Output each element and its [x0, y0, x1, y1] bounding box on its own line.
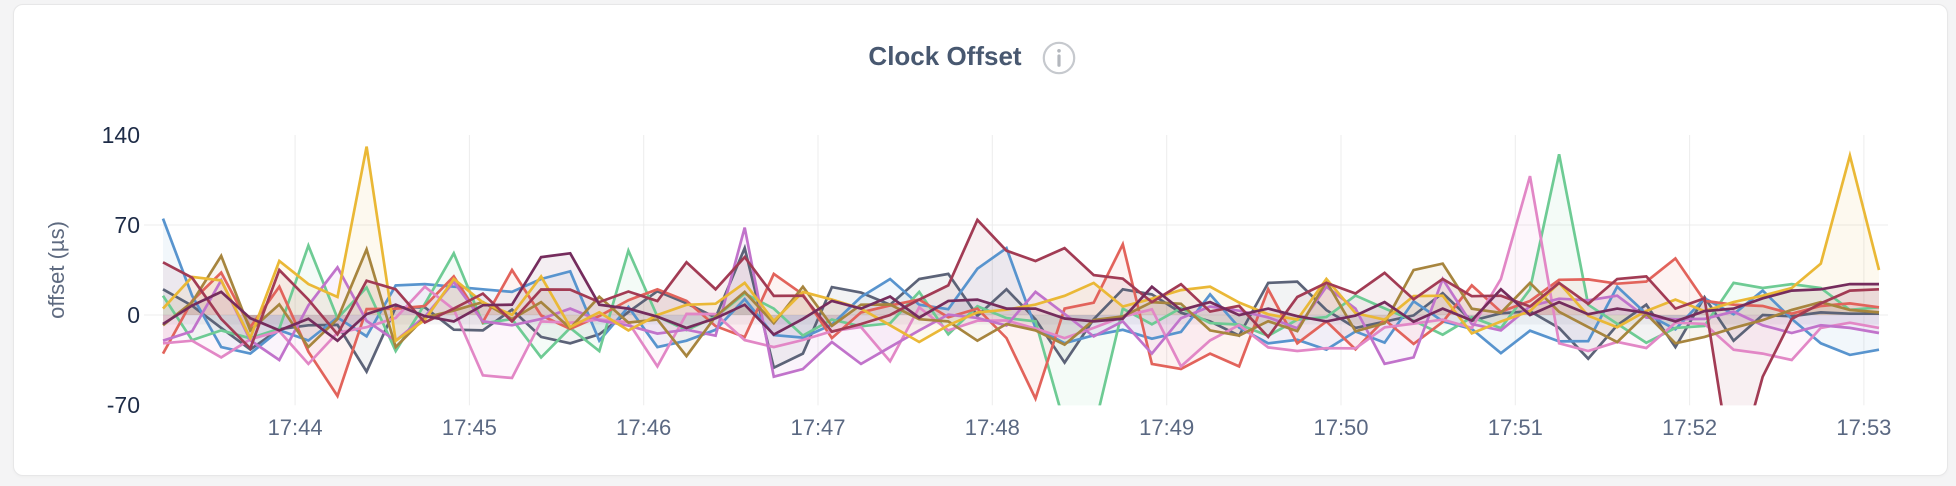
svg-text:17:46: 17:46 [616, 415, 671, 440]
svg-text:offset (µs): offset (µs) [44, 221, 69, 319]
svg-text:17:44: 17:44 [268, 415, 323, 440]
svg-text:17:51: 17:51 [1488, 415, 1543, 440]
svg-text:17:53: 17:53 [1836, 415, 1891, 440]
svg-text:17:50: 17:50 [1313, 415, 1368, 440]
svg-text:17:47: 17:47 [790, 415, 845, 440]
svg-text:140: 140 [102, 122, 140, 148]
svg-text:17:48: 17:48 [965, 415, 1020, 440]
svg-text:17:45: 17:45 [442, 415, 497, 440]
svg-text:0: 0 [127, 302, 140, 328]
svg-text:-70: -70 [107, 392, 140, 418]
svg-text:17:49: 17:49 [1139, 415, 1194, 440]
svg-text:17:52: 17:52 [1662, 415, 1717, 440]
svg-text:70: 70 [114, 212, 140, 238]
